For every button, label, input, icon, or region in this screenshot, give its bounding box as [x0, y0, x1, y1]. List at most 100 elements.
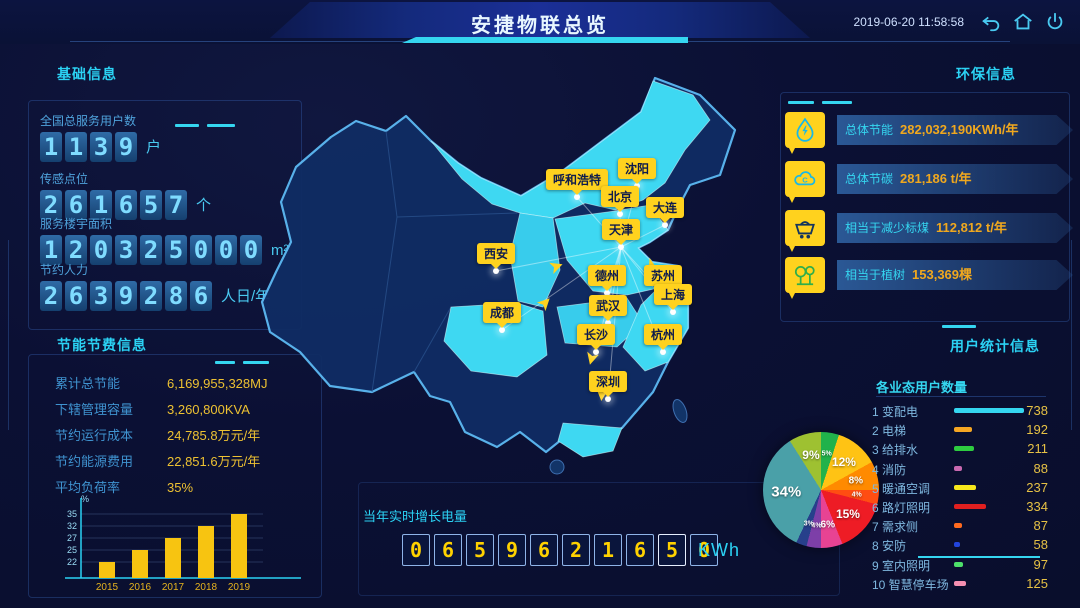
digit-box: 2 [40, 190, 62, 220]
env-item-1: 总体节能 282,032,190KWh/年 [785, 112, 1073, 154]
energy-info-title: 节能节费信息 [57, 337, 147, 353]
legend-row-安防[interactable]: 8 安防 58 [872, 535, 1048, 554]
city-marker-成都[interactable]: 成都 [482, 302, 522, 323]
digit-box: 0 [190, 235, 212, 265]
counter-digit: 0 [690, 534, 718, 566]
svg-text:32: 32 [67, 521, 77, 531]
city-dot [618, 244, 624, 250]
digit-box: 2 [65, 235, 87, 265]
back-button[interactable] [980, 11, 1002, 33]
city-marker-北京[interactable]: 北京 [600, 186, 640, 207]
digit-box: 9 [115, 281, 137, 311]
stat-label: 节约人力 [40, 263, 89, 277]
digit-box: 2 [140, 235, 162, 265]
city-marker-苏州[interactable]: 苏州 [643, 265, 683, 286]
digit-box: 6 [190, 281, 212, 311]
legend-name: 9 室内照明 [872, 558, 931, 573]
city-marker-呼和浩特[interactable]: 呼和浩特 [545, 169, 609, 190]
legend-swatch [954, 580, 966, 586]
user-stats-subtitle: 各业态用户数量 [876, 380, 968, 395]
legend-row-路灯照明[interactable]: 6 路灯照明 334 [872, 497, 1048, 516]
home-button[interactable] [1012, 11, 1034, 33]
digit-box: 1 [90, 190, 112, 220]
counter-digit: 6 [626, 534, 654, 566]
legend-row-室内照明[interactable]: 9 室内照明 97 [872, 555, 1048, 574]
legend-swatch [954, 542, 960, 548]
pie-slice-label: 34% [771, 483, 802, 501]
counter-digit: 9 [498, 534, 526, 566]
tree-icon [785, 257, 825, 299]
counter-digit: 0 [402, 534, 430, 566]
svg-text:27: 27 [67, 533, 77, 543]
energy-row-value: 6,169,955,328MJ [167, 376, 268, 391]
digit-box: 3 [90, 132, 112, 162]
env-info-frame [780, 92, 1070, 322]
city-dot [574, 194, 580, 200]
city-marker-沈阳[interactable]: 沈阳 [617, 158, 657, 179]
decor-dash [215, 361, 235, 364]
legend-row-智慧停车场[interactable]: 10 智慧停车场 125 [872, 574, 1048, 593]
legend-swatch [954, 523, 962, 529]
city-marker-上海[interactable]: 上海 [653, 284, 693, 305]
header-timestamp: 2019-06-20 11:58:58 [853, 15, 964, 29]
header-trapezoid [240, 2, 840, 38]
legend-row-给排水[interactable]: 3 给排水 211 [872, 439, 1048, 458]
pie-slice-label: 5% [821, 450, 832, 458]
city-dot [670, 309, 676, 315]
energy-row: 平均负荷率 35% [55, 477, 325, 496]
energy-row-label: 累计总节能 [55, 376, 121, 391]
stat-label: 传感点位 [40, 172, 89, 186]
left-edge-decor [8, 240, 9, 430]
legend-row-电梯[interactable]: 2 电梯 192 [872, 420, 1048, 439]
right-edge-decor [1071, 240, 1072, 430]
env-value: 282,032,190KWh/年 [900, 122, 1019, 137]
energy-info-frame [28, 354, 322, 598]
legend-name: 6 路灯照明 [872, 501, 931, 515]
city-marker-大连[interactable]: 大连 [645, 197, 685, 218]
legend-name: 8 安防 [872, 539, 907, 554]
city-marker-德州[interactable]: 德州 [587, 265, 627, 286]
header-bar: 安捷物联总览 2019-06-20 11:58:58 [0, 0, 1080, 44]
energy-row-label: 节约能源费用 [55, 454, 134, 469]
energy-row: 下辖管理容量 3,260,800KVA [55, 399, 325, 418]
energy-row-label: 下辖管理容量 [55, 402, 134, 417]
header-accent-bar [402, 37, 688, 43]
city-marker-天津[interactable]: 天津 [601, 219, 641, 240]
city-marker-深圳[interactable]: 深圳 [588, 371, 628, 392]
stat-digits: 2 6 3 9 2 8 6 人日/年 [40, 281, 310, 311]
pie-slice-label: 6% [820, 519, 835, 531]
env-value: 112,812 t/年 [936, 220, 1007, 235]
counter-digit: 5 [466, 534, 494, 566]
pie-slice-label: 15% [835, 506, 860, 521]
counter-label: 当年实时增长电量 [363, 509, 468, 524]
svg-text:%: % [81, 494, 89, 504]
digit-box: 1 [40, 235, 62, 265]
env-label: 相当于植树 [845, 268, 906, 282]
legend-row-暖通空调[interactable]: 5 暖通空调 237 [872, 478, 1048, 497]
energy-row-value: 22,851.6万元/年 [167, 454, 261, 469]
user-pie-chart[interactable] [763, 432, 879, 548]
energy-row-value: 3,260,800KVA [167, 402, 250, 417]
digit-box: 6 [65, 190, 87, 220]
city-marker-西安[interactable]: 西安 [476, 243, 516, 264]
legend-row-变配电[interactable]: 1 变配电 738 [872, 401, 1048, 420]
legend-row-消防[interactable]: 4 消防 88 [872, 459, 1048, 478]
legend-row-需求侧[interactable]: 7 需求侧 87 [872, 516, 1048, 535]
city-marker-杭州[interactable]: 杭州 [643, 324, 683, 345]
legend-value: 87 [1033, 518, 1048, 534]
counter-digit: 2 [562, 534, 590, 566]
city-dot [660, 349, 666, 355]
city-marker-长沙[interactable]: 长沙 [576, 324, 616, 345]
decor-dash [788, 101, 814, 104]
env-label: 相当于减少标煤 [845, 221, 930, 235]
city-marker-武汉[interactable]: 武汉 [588, 295, 628, 316]
power-button[interactable] [1044, 11, 1066, 33]
legend-name: 3 给排水 [872, 443, 919, 458]
counter-digit: 1 [594, 534, 622, 566]
city-dot [493, 268, 499, 274]
stat-unit: 个 [196, 197, 212, 214]
env-value: 153,369棵 [912, 267, 973, 282]
legend-name: 2 电梯 [872, 424, 907, 439]
digit-box: 6 [115, 190, 137, 220]
